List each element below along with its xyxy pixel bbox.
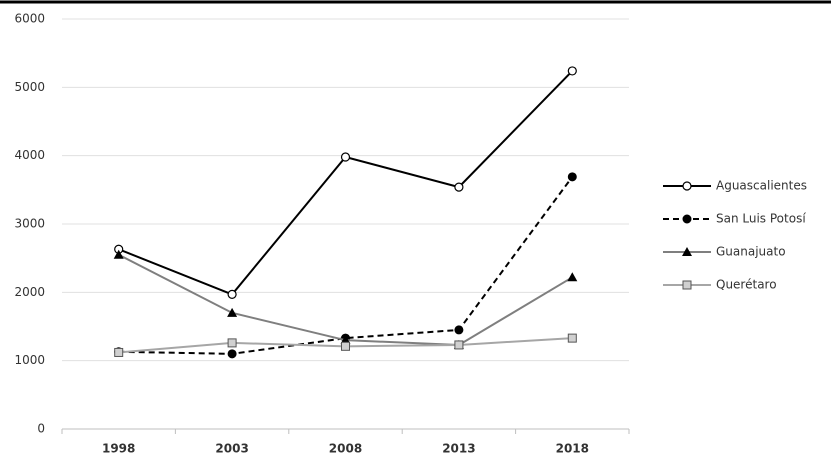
- data-point: [227, 349, 237, 359]
- legend-marker: [682, 247, 692, 256]
- y-tick-label: 1000: [14, 353, 45, 367]
- legend-marker: [682, 214, 692, 224]
- series-line: [118, 176, 574, 355]
- data-point: [114, 347, 124, 357]
- x-tick-label: 1998: [102, 442, 135, 456]
- x-tick-label: 2013: [442, 442, 475, 456]
- legend-label: San Luis Potosí: [716, 212, 806, 226]
- data-point: [454, 182, 464, 192]
- y-tick-label: 2000: [14, 285, 45, 299]
- legend-label: Guanajuato: [716, 245, 786, 259]
- y-tick-label: 4000: [14, 148, 45, 162]
- data-point: [454, 325, 464, 335]
- data-point: [567, 333, 577, 343]
- data-point: [567, 66, 577, 76]
- x-tick-label: 2008: [329, 442, 362, 456]
- y-tick-label: 6000: [14, 12, 45, 26]
- data-point: [113, 249, 124, 259]
- data-point: [227, 289, 237, 299]
- data-point: [454, 340, 464, 350]
- data-point: [567, 272, 578, 282]
- legend-label: Aguascalientes: [716, 179, 807, 193]
- y-tick-label: 0: [37, 422, 45, 436]
- y-tick-label: 3000: [14, 217, 45, 231]
- data-point: [341, 341, 350, 351]
- data-point: [340, 152, 351, 162]
- data-point: [567, 172, 577, 182]
- data-point: [227, 307, 238, 317]
- y-tick-label: 5000: [14, 80, 45, 94]
- x-tick-label: 2018: [556, 442, 589, 456]
- x-tick-label: 2003: [215, 442, 248, 456]
- legend-label: Querétaro: [716, 278, 777, 292]
- legend-marker: [682, 181, 692, 191]
- data-point: [227, 338, 237, 348]
- legend-marker: [682, 280, 692, 290]
